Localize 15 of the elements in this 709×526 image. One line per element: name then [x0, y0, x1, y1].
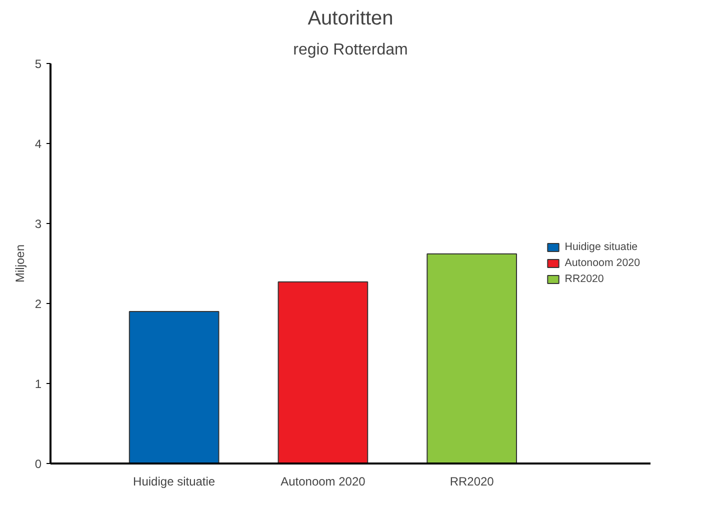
x-tick-label: Huidige situatie — [133, 474, 216, 488]
legend-label: Huidige situatie — [564, 241, 638, 253]
y-tick-label: 4 — [34, 137, 42, 151]
y-tick-label: 2 — [34, 297, 42, 311]
y-tick-label: 0 — [34, 457, 42, 471]
x-tick-label: Autonoom 2020 — [280, 474, 366, 488]
x-tick-label: RR2020 — [450, 474, 494, 488]
legend-label: Autonoom 2020 — [564, 257, 640, 269]
y-tick-label: 5 — [34, 57, 42, 71]
y-tick-label: 3 — [34, 217, 42, 231]
y-axis-title: Miljoen — [12, 244, 27, 283]
y-tick-label: 1 — [34, 377, 42, 391]
chart-subtitle: regio Rotterdam — [293, 42, 408, 58]
legend-label: RR2020 — [564, 273, 604, 285]
chart-title: Autoritten — [308, 8, 394, 30]
